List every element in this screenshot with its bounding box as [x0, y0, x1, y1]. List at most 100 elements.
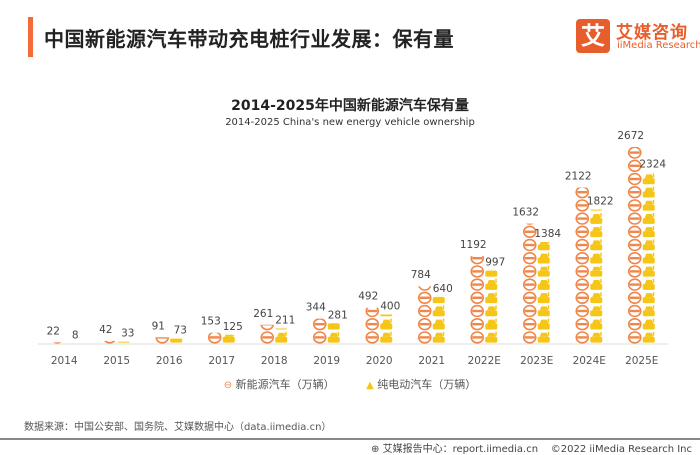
charging-car-icon	[642, 226, 655, 238]
car-front-icon	[417, 291, 432, 304]
data-label: 1822	[587, 196, 614, 208]
car-front-icon	[627, 212, 642, 225]
x-tick-label: 2020	[366, 355, 393, 367]
legend-item-nev: ⊖ 新能源汽车（万辆）	[224, 378, 338, 391]
data-label: 492	[358, 291, 378, 303]
car-front-icon	[470, 291, 485, 304]
charging-car-icon	[485, 279, 498, 290]
bar-nev	[53, 342, 62, 344]
charging-car-icon	[590, 279, 603, 290]
car-front-icon	[53, 342, 62, 344]
car-front-icon	[575, 187, 590, 199]
car-front-icon	[627, 331, 642, 344]
charging-car-icon	[642, 239, 655, 251]
car-front-icon	[207, 332, 222, 344]
charging-car-icon	[327, 323, 340, 330]
data-label: 8	[72, 329, 79, 341]
data-label: 997	[485, 256, 505, 268]
car-front-icon	[627, 265, 642, 278]
bar-bev	[327, 323, 340, 343]
charging-car-icon	[590, 252, 603, 264]
charging-car-icon	[327, 331, 340, 343]
bar-bev	[590, 209, 603, 343]
car-front-icon	[470, 318, 485, 331]
charging-car-icon	[485, 305, 498, 317]
copyright: ©2022 iiMedia Research Inc	[550, 444, 692, 455]
data-label: 73	[174, 325, 187, 337]
car-front-icon	[627, 252, 642, 265]
car-front-icon	[525, 223, 534, 225]
car-front-icon	[627, 318, 642, 331]
car-front-icon	[260, 324, 275, 331]
bar-nev	[470, 256, 485, 344]
data-label: 33	[121, 328, 134, 340]
charging-car-icon	[275, 331, 288, 343]
car-front-icon	[470, 256, 485, 265]
car-front-icon	[575, 225, 590, 239]
data-label: 281	[328, 309, 348, 321]
car-front-icon	[575, 238, 590, 252]
x-tick-label: 2018	[261, 355, 288, 367]
data-label: 784	[411, 269, 431, 281]
car-front-icon: ⊖	[223, 380, 233, 391]
car-front-icon	[260, 331, 275, 344]
car-front-icon	[627, 238, 642, 252]
charging-car-icon	[590, 209, 603, 211]
charging-car-icon	[590, 305, 603, 317]
car-front-icon	[627, 172, 642, 186]
charging-car-icon	[432, 318, 445, 330]
bar-bev	[117, 341, 130, 343]
bar-bev	[537, 241, 550, 343]
bar-bev	[222, 334, 235, 343]
charging-car-icon	[537, 279, 550, 290]
charging-car-icon	[275, 328, 288, 330]
data-label: 261	[253, 308, 273, 320]
charging-car-icon	[590, 265, 603, 277]
charging-car-icon	[170, 338, 183, 343]
legend-item-bev: ▲ 纯电动汽车（万辆）	[366, 378, 476, 391]
bar-nev	[627, 147, 642, 344]
charging-car-icon	[117, 341, 130, 343]
car-front-icon	[155, 337, 170, 344]
charging-car-icon	[537, 318, 550, 330]
charging-car-icon	[485, 292, 498, 304]
chart-legend: ⊖ 新能源汽车（万辆） ▲ 纯电动汽车（万辆）	[0, 376, 700, 392]
car-front-icon	[575, 265, 590, 278]
report-center-link[interactable]: 艾媒报告中心：report.iimedia.cn	[382, 444, 539, 455]
car-front-icon	[575, 278, 590, 291]
x-tick-label: 2017	[208, 355, 235, 367]
legend-label-nev: 新能源汽车（万辆）	[235, 378, 335, 391]
charging-car-icon	[642, 252, 655, 264]
charging-car-icon	[380, 314, 393, 317]
car-front-icon	[312, 331, 327, 344]
charging-car-icon	[222, 334, 235, 343]
data-label: 22	[47, 325, 60, 337]
car-front-icon	[417, 318, 432, 331]
charging-car-icon	[537, 265, 550, 277]
car-front-icon	[627, 291, 642, 304]
car-front-icon	[522, 291, 537, 304]
bar-bev	[432, 296, 445, 343]
footer-divider	[0, 438, 700, 440]
car-front-icon	[470, 278, 485, 291]
charging-car-icon	[380, 318, 393, 330]
charging-car-icon	[642, 292, 655, 304]
car-front-icon	[522, 304, 537, 318]
data-source: 数据来源：中国公安部、国务院、艾媒数据中心（data.iimedia.cn）	[24, 422, 332, 433]
data-label: 1384	[534, 228, 561, 240]
car-front-icon	[418, 286, 432, 291]
car-front-icon	[365, 307, 380, 318]
x-tick-label: 2015	[103, 355, 130, 367]
x-tick-label: 2019	[313, 355, 340, 367]
car-front-icon	[104, 340, 116, 344]
charging-car-icon	[642, 199, 655, 211]
car-front-icon	[575, 199, 590, 212]
bar-bev	[275, 328, 288, 343]
charging-car-icon	[432, 296, 445, 304]
charging-car-icon	[485, 331, 498, 343]
logo-cn-text: 艾媒咨询	[616, 23, 688, 43]
bar-nev	[312, 318, 327, 344]
page-title: 中国新能源汽车带动充电桩行业发展：保有量	[44, 27, 454, 51]
car-front-icon	[470, 265, 485, 278]
